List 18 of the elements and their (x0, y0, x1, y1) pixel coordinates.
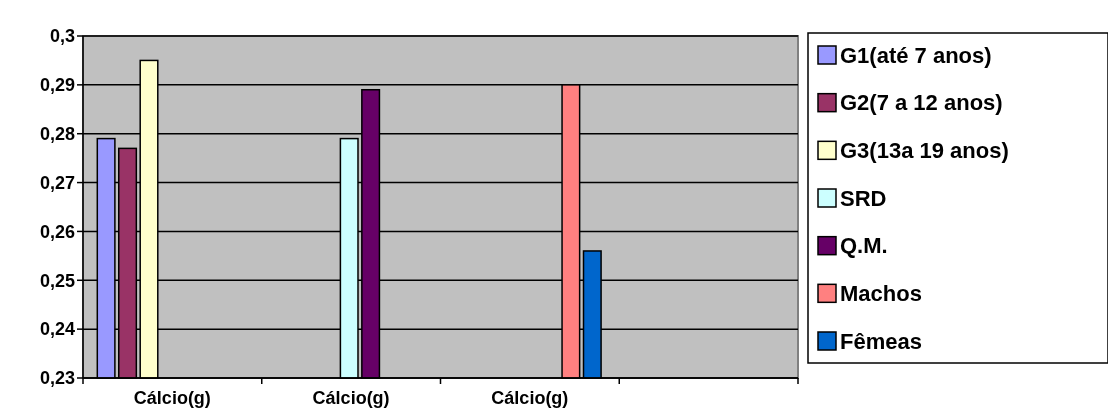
y-tick-label: 0,26 (39, 221, 75, 242)
legend-label: Fêmeas (840, 328, 922, 354)
x-tick-label: Cálcio(g) (491, 388, 569, 408)
y-tick-label: 0,25 (39, 270, 75, 291)
legend-label: SRD (840, 185, 887, 211)
x-tick-label: Cálcio(g) (133, 388, 211, 408)
x-tick-label: Cálcio(g) (312, 388, 390, 408)
legend-label: Machos (840, 281, 922, 307)
legend-label: Q.M. (840, 233, 888, 259)
y-tick-label: 0,24 (39, 319, 75, 340)
y-tick-label: 0,29 (39, 75, 75, 96)
y-tick-label: 0,3 (49, 26, 75, 47)
legend-label: G3(13a 19 anos) (840, 138, 1009, 164)
y-tick-label: 0,28 (39, 124, 75, 145)
legend-label: G1(até 7 anos) (840, 42, 992, 68)
y-tick-label: 0,27 (39, 172, 75, 193)
legend-label: G2(7 a 12 anos) (840, 90, 1003, 116)
y-tick-label: 0,23 (39, 368, 75, 389)
